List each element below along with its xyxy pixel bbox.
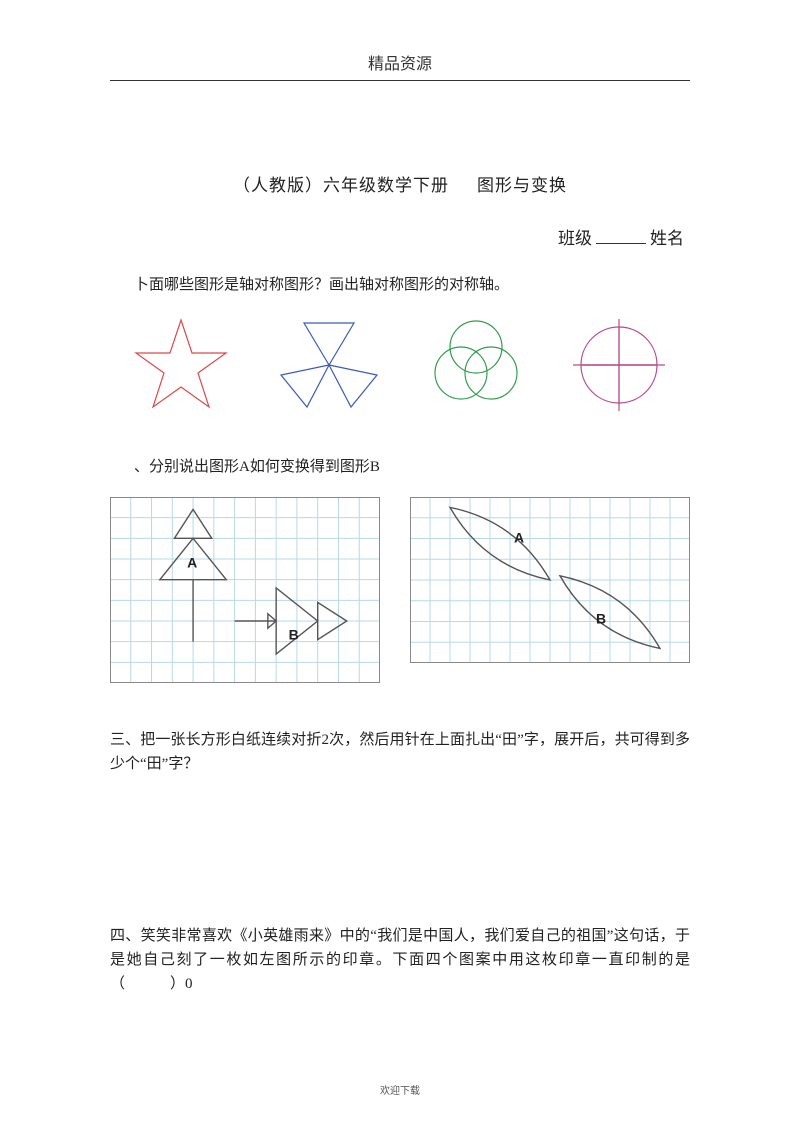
star-shape — [126, 315, 236, 415]
question-4-text: 四、笑笑非常喜欢《小英雄雨来》中的“我们是中国人，我们爱自己的祖国”这句话，于是… — [110, 924, 690, 996]
question-2-text: 、分别说出图形A如何变换得到图形B — [110, 455, 690, 479]
page-header: 精品资源 — [110, 50, 690, 80]
name-label: 姓名 — [650, 229, 684, 248]
grid-left-svg: AB — [110, 497, 380, 683]
question-1-text: 卜面哪些图形是轴对称图形？画出轴对称图形的对称轴。 — [110, 273, 690, 297]
title-suffix: 图形与变换 — [477, 176, 567, 195]
pinwheel-shape — [564, 315, 674, 415]
class-blank — [596, 243, 646, 244]
document-title: （人教版）六年级数学下册 图形与变换 — [110, 171, 690, 196]
question-3-text: 三、把一张长方形白纸连续对折2次，然后用针在上面扎出“田”字，展开后，共可得到多… — [110, 728, 690, 776]
page-footer: 欢迎下载 — [0, 1082, 800, 1097]
svg-text:A: A — [187, 554, 197, 570]
three-circles-shape — [421, 315, 531, 415]
q3-answer-space — [110, 794, 690, 924]
svg-text:A: A — [514, 530, 524, 546]
grid-right-svg: AB — [410, 497, 690, 663]
svg-text:B: B — [289, 627, 299, 643]
symmetry-shapes-row — [110, 315, 690, 415]
class-name-line: 班级 姓名 — [110, 224, 690, 249]
svg-text:B: B — [596, 611, 606, 627]
three-triangles-shape — [269, 315, 389, 415]
grid-left: AB — [110, 497, 380, 688]
title-prefix: （人教版）六年级数学下册 — [233, 176, 449, 195]
transformation-grids: AB AB — [110, 497, 690, 688]
header-rule — [110, 80, 690, 81]
class-label: 班级 — [558, 229, 592, 248]
grid-right: AB — [410, 497, 690, 688]
